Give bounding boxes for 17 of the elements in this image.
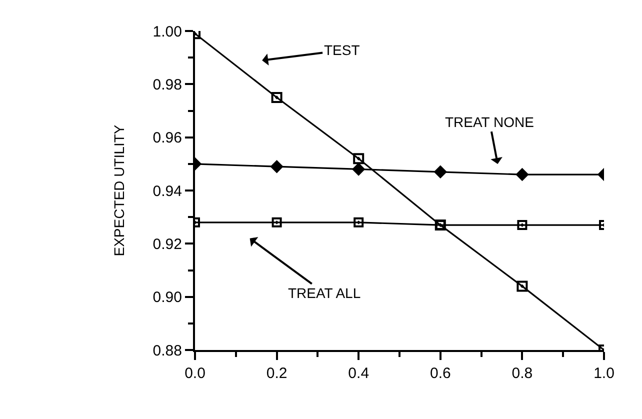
y-tick-label: 1.00 (152, 23, 182, 40)
x-tick-label: 0.6 (430, 365, 451, 382)
x-tick-label: 0.8 (512, 365, 533, 382)
y-tick-label: 0.94 (152, 182, 182, 200)
annotation: TEST (324, 42, 360, 58)
y-tick-label: 0.88 (152, 342, 182, 360)
annotation: TREAT ALL (288, 285, 361, 301)
y-tick-label: 0.92 (152, 236, 182, 253)
annotation: TREAT NONE (445, 114, 534, 130)
x-tick-label: 0.4 (348, 365, 370, 382)
y-tick-label: 0.90 (152, 289, 182, 306)
y-axis-title: EXPECTED UTILITY (110, 124, 127, 256)
x-tick-label: 0.2 (266, 365, 288, 382)
x-tick-label: 0.0 (184, 365, 206, 382)
y-tick-label: 0.98 (152, 76, 182, 94)
x-tick-label: 1.0 (594, 365, 614, 382)
y-tick-label: 0.96 (152, 130, 182, 147)
